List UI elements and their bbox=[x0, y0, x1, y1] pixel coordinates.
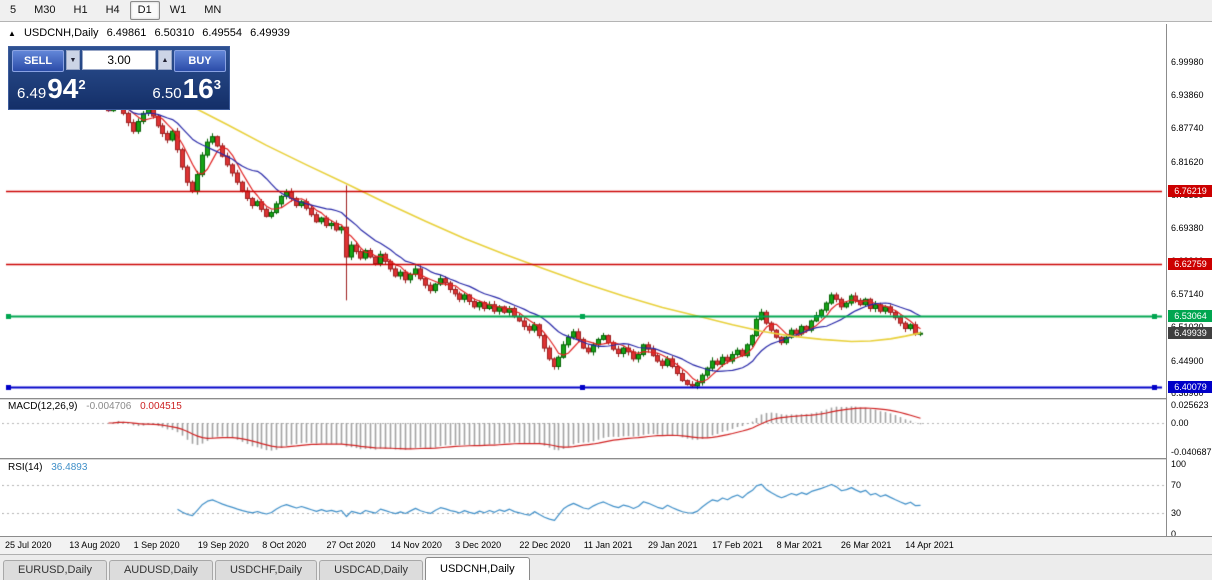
date-label: 3 Dec 2020 bbox=[455, 540, 502, 550]
chart-tab-eurusd-daily[interactable]: EURUSD,Daily bbox=[3, 560, 107, 580]
price-tick-label: 6.87740 bbox=[1171, 123, 1204, 134]
timeframe-button-d1[interactable]: D1 bbox=[129, 1, 160, 20]
symbol-label: USDCNH,Daily bbox=[23, 27, 99, 39]
price-tick-label: 6.57140 bbox=[1171, 289, 1204, 300]
chart-tab-usdcnh-daily[interactable]: USDCNH,Daily bbox=[425, 557, 530, 580]
volume-increase-button[interactable]: ▲ bbox=[158, 50, 172, 70]
price-badge-6-53064: 6.53064 bbox=[1168, 310, 1212, 323]
sell-price-figure: 6.49 bbox=[17, 85, 47, 102]
price-tick-label: 6.44900 bbox=[1171, 355, 1204, 366]
macd-rsi-divider[interactable] bbox=[0, 458, 1212, 460]
price-tick-label: 6.93860 bbox=[1171, 90, 1204, 101]
trade-panel-controls: SELL ▼ ▲ BUY bbox=[9, 47, 229, 73]
sell-price[interactable]: 6.49 94 2 bbox=[17, 73, 86, 105]
ohlc-low: 6.49554 bbox=[202, 27, 243, 39]
macd-value: -0.004706 bbox=[86, 401, 132, 412]
date-label: 14 Apr 2021 bbox=[905, 540, 954, 550]
rsi-tick-label: 0 bbox=[1171, 529, 1177, 539]
chart-tab-usdcad-daily[interactable]: USDCAD,Daily bbox=[319, 560, 424, 580]
price-badge-6-62759: 6.62759 bbox=[1168, 257, 1212, 270]
date-label: 8 Mar 2021 bbox=[776, 540, 823, 550]
one-click-trading-panel: SELL ▼ ▲ BUY 6.49 94 2 6.50 16 3 bbox=[8, 46, 230, 110]
ohlc-open: 6.49861 bbox=[106, 27, 147, 39]
macd-signal-value: 0.004515 bbox=[140, 401, 182, 412]
macd-name: MACD(12,26,9) bbox=[8, 401, 78, 412]
date-label: 14 Nov 2020 bbox=[390, 540, 442, 550]
macd-indicator-canvas[interactable] bbox=[2, 400, 1166, 458]
price-tick-label: 6.81620 bbox=[1171, 156, 1204, 167]
collapse-triangle-icon[interactable]: ▲ bbox=[8, 29, 16, 38]
price-macd-divider[interactable] bbox=[0, 398, 1212, 400]
trade-panel-quotes: 6.49 94 2 6.50 16 3 bbox=[9, 73, 229, 105]
buy-price-pips: 16 bbox=[182, 73, 214, 104]
date-label: 26 Mar 2021 bbox=[840, 540, 892, 550]
macd-tick-label: -0.040687 bbox=[1171, 446, 1212, 457]
rsi-tick-label: 30 bbox=[1171, 508, 1182, 518]
date-label: 25 Jul 2020 bbox=[5, 540, 52, 550]
macd-indicator-label: MACD(12,26,9) -0.004706 0.004515 bbox=[8, 401, 188, 412]
buy-price-point: 3 bbox=[213, 77, 221, 92]
rsi-tick-label: 70 bbox=[1171, 480, 1182, 490]
sell-price-point: 2 bbox=[78, 77, 86, 92]
timeframe-toolbar: 5 M30 H1 H4 D1 W1 MN bbox=[0, 0, 1212, 22]
price-tick-label: 6.99980 bbox=[1171, 57, 1204, 67]
date-label: 22 Dec 2020 bbox=[519, 540, 571, 550]
date-label: 11 Jan 2021 bbox=[583, 540, 633, 550]
rsi-name: RSI(14) bbox=[8, 462, 43, 473]
date-label: 13 Aug 2020 bbox=[69, 540, 120, 550]
ohlc-high: 6.50310 bbox=[154, 27, 195, 39]
volume-input[interactable] bbox=[82, 50, 156, 70]
ohlc-close: 6.49939 bbox=[250, 27, 290, 39]
timeframe-button-5[interactable]: 5 bbox=[10, 4, 17, 16]
chart-title: ▲ USDCNH,Daily 6.49861 6.50310 6.49554 6… bbox=[8, 27, 295, 39]
price-tick-label: 6.69380 bbox=[1171, 222, 1204, 233]
timeframe-button-m30[interactable]: M30 bbox=[34, 4, 56, 16]
date-label: 8 Oct 2020 bbox=[262, 540, 307, 550]
timeframe-button-h1[interactable]: H1 bbox=[73, 4, 88, 16]
price-badge-6-40079: 6.40079 bbox=[1168, 380, 1212, 393]
price-axis[interactable]: 6.999806.938606.877406.816206.753806.693… bbox=[1166, 24, 1212, 539]
buy-button[interactable]: BUY bbox=[174, 50, 226, 72]
date-label: 27 Oct 2020 bbox=[326, 540, 376, 550]
chart-tab-usdchf-daily[interactable]: USDCHF,Daily bbox=[214, 560, 318, 580]
timeframe-button-h4[interactable]: H4 bbox=[105, 4, 120, 16]
sell-button[interactable]: SELL bbox=[12, 50, 64, 72]
price-tick-label: 6.38960 bbox=[1171, 387, 1204, 398]
price-badge-6-76219: 6.76219 bbox=[1168, 184, 1212, 197]
rsi-tick-label: 100 bbox=[1171, 459, 1187, 469]
macd-tick-label: 0.025623 bbox=[1171, 399, 1209, 410]
time-axis[interactable]: 25 Jul 2020 13 Aug 2020 1 Sep 2020 19 Sep 2… bbox=[0, 536, 1212, 554]
rsi-value: 36.4893 bbox=[51, 462, 88, 473]
sell-price-pips: 94 bbox=[47, 73, 79, 104]
volume-decrease-button[interactable]: ▼ bbox=[66, 50, 80, 70]
date-label: 29 Jan 2021 bbox=[648, 540, 698, 550]
date-label: 17 Feb 2021 bbox=[712, 540, 763, 550]
price-badge-6-49939: 6.49939 bbox=[1168, 327, 1212, 340]
date-label: 19 Sep 2020 bbox=[197, 540, 249, 550]
buy-price[interactable]: 6.50 16 3 bbox=[152, 73, 221, 105]
buy-price-figure: 6.50 bbox=[152, 85, 182, 102]
timeframe-button-w1[interactable]: W1 bbox=[169, 4, 187, 16]
chart-tab-bar: EURUSD,Daily AUDUSD,Daily USDCHF,Daily USDC… bbox=[0, 554, 1212, 580]
chart-tab-audusd-daily[interactable]: AUDUSD,Daily bbox=[108, 560, 213, 580]
rsi-indicator-canvas[interactable] bbox=[2, 460, 1166, 536]
macd-tick-label: 0.00 bbox=[1171, 418, 1189, 428]
timeframe-button-mn[interactable]: MN bbox=[204, 4, 222, 16]
date-label: 1 Sep 2020 bbox=[133, 540, 180, 550]
rsi-indicator-label: RSI(14) 36.4893 bbox=[8, 462, 93, 473]
